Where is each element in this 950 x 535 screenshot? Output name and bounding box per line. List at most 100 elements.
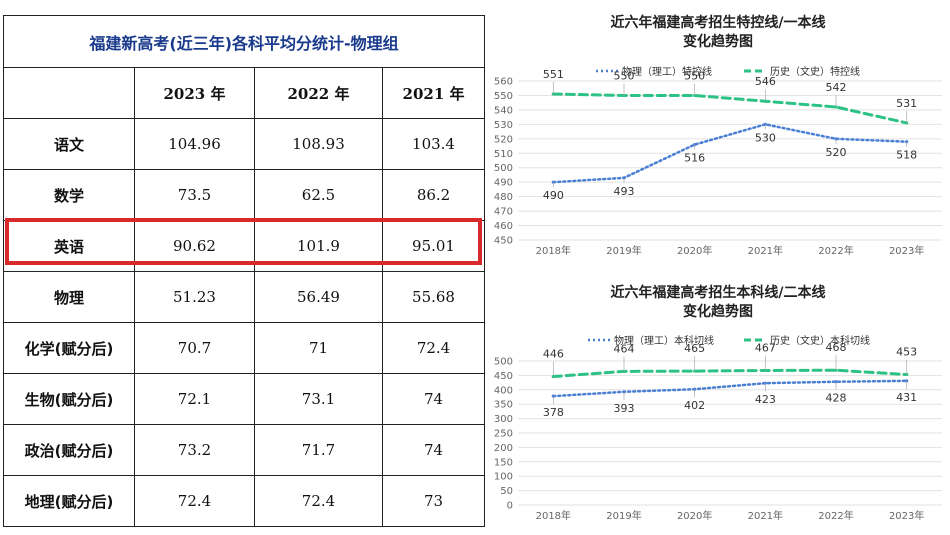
y-tick-label: 470 (494, 207, 513, 218)
data-label: 423 (755, 393, 776, 406)
subject-cell: 物理 (3, 271, 135, 323)
y-tick-label: 480 (494, 192, 513, 203)
data-point (905, 379, 909, 383)
data-label: 431 (896, 391, 917, 404)
header-corner (3, 67, 135, 119)
table-row: 地理(赋分后) 72.4 72.4 73 (3, 475, 486, 527)
data-label: 518 (896, 149, 917, 162)
score-cell: 51.23 (134, 271, 255, 323)
chart-title: 近六年福建高考招生本科线/二本线 (610, 284, 825, 301)
table-row: 生物(赋分后) 72.1 73.1 74 (3, 373, 486, 425)
y-tick-label: 450 (494, 236, 513, 247)
data-label: 531 (896, 97, 917, 110)
table-title: 福建新高考(近三年)各科平均分统计-物理组 (2, 15, 486, 68)
series-line (552, 123, 908, 184)
score-cell: 108.93 (254, 118, 383, 170)
data-point (905, 140, 909, 144)
chart-title: 近六年福建高考招生特控线/一本线 (610, 14, 825, 31)
subject-cell: 政治(赋分后) (3, 424, 135, 476)
y-tick-label: 560 (494, 77, 513, 88)
score-cell: 95.01 (381, 220, 486, 272)
x-tick-label: 2018年 (536, 244, 571, 257)
table-row: 物理 51.23 56.49 55.68 (3, 271, 486, 323)
score-cell: 74 (381, 373, 486, 425)
data-point (551, 394, 555, 398)
table-row: 数学 73.5 62.5 86.2 (3, 169, 486, 221)
y-tick-label: 400 (494, 385, 513, 396)
subject-cell: 地理(赋分后) (3, 475, 135, 527)
data-label: 530 (755, 131, 776, 144)
score-cell: 71 (254, 322, 383, 374)
data-point (834, 380, 838, 384)
table-row: 化学(赋分后) 70.7 71 72.4 (3, 322, 486, 374)
x-tick-label: 2020年 (677, 244, 712, 257)
y-tick-label: 100 (494, 472, 513, 483)
data-label: 467 (755, 342, 776, 355)
data-label: 542 (826, 81, 847, 94)
series-line (551, 92, 909, 125)
header-2021: 2021 年 (381, 67, 486, 119)
data-label: 378 (543, 406, 564, 419)
y-tick-label: 0 (507, 501, 513, 512)
data-point (693, 369, 697, 373)
x-tick-label: 2022年 (818, 244, 853, 257)
score-cell: 70.7 (134, 322, 255, 374)
y-tick-label: 500 (494, 163, 513, 174)
score-cell: 73.2 (134, 424, 255, 476)
data-label: 520 (826, 146, 847, 159)
score-cell: 101.9 (254, 220, 383, 272)
score-cell: 62.5 (254, 169, 383, 221)
data-label: 493 (614, 185, 635, 198)
data-label: 453 (896, 346, 917, 359)
x-tick-label: 2023年 (889, 509, 924, 522)
score-table-panel: 福建新高考(近三年)各科平均分统计-物理组 2023 年 2022 年 2021… (2, 15, 486, 527)
series-line (551, 368, 909, 379)
y-tick-label: 510 (494, 149, 513, 160)
score-cell: 71.7 (254, 424, 383, 476)
score-cell: 73 (381, 475, 486, 527)
legend-label: 物理（理工）本科切线 (614, 334, 714, 347)
score-cell: 72.4 (381, 322, 486, 374)
data-label: 402 (684, 399, 705, 412)
subject-cell: 生物(赋分后) (3, 373, 135, 425)
subject-cell: 化学(赋分后) (3, 322, 135, 374)
score-cell: 103.4 (381, 118, 486, 170)
table-header-row: 2023 年 2022 年 2021 年 (3, 67, 486, 119)
data-label: 490 (543, 189, 564, 202)
y-tick-label: 530 (494, 120, 513, 131)
table-row: 语文 104.96 108.93 103.4 (3, 118, 486, 170)
data-label: 464 (614, 342, 635, 355)
score-cell: 104.96 (134, 118, 255, 170)
data-label: 550 (614, 69, 635, 82)
legend-label: 物理（理工）特控线 (622, 65, 712, 78)
y-tick-label: 150 (494, 457, 513, 468)
data-label: 446 (543, 348, 564, 361)
average-score-table: 福建新高考(近三年)各科平均分统计-物理组 2023 年 2022 年 2021… (2, 15, 486, 527)
y-tick-label: 520 (494, 134, 513, 145)
y-tick-label: 350 (494, 400, 513, 411)
data-label: 468 (826, 341, 847, 354)
y-tick-label: 200 (494, 443, 513, 454)
y-tick-label: 540 (494, 105, 513, 116)
data-label: 465 (684, 342, 705, 355)
subject-cell: 数学 (3, 169, 135, 221)
score-cell: 86.2 (381, 169, 486, 221)
x-tick-label: 2021年 (748, 244, 783, 257)
subject-cell: 语文 (3, 118, 135, 170)
y-tick-label: 450 (494, 371, 513, 382)
y-tick-label: 460 (494, 221, 513, 232)
x-tick-label: 2021年 (748, 509, 783, 522)
table-row-highlighted: 英语 90.62 101.9 95.01 (3, 220, 486, 272)
data-label: 551 (543, 68, 564, 81)
y-tick-label: 550 (494, 91, 513, 102)
score-cell: 73.1 (254, 373, 383, 425)
y-tick-label: 490 (494, 178, 513, 189)
x-tick-label: 2018年 (536, 509, 571, 522)
x-tick-label: 2023年 (889, 244, 924, 257)
score-cell: 55.68 (381, 271, 486, 323)
score-cell: 73.5 (134, 169, 255, 221)
data-label: 550 (684, 69, 705, 82)
chart-subtitle: 变化趋势图 (683, 33, 753, 50)
